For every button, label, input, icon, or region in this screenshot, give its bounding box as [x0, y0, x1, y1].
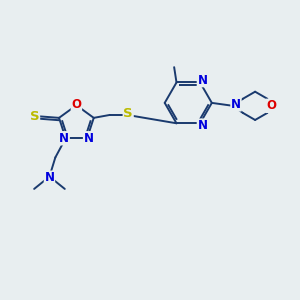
- Text: N: N: [197, 74, 207, 87]
- Text: N: N: [84, 132, 94, 145]
- Text: S: S: [123, 107, 133, 120]
- Text: O: O: [266, 99, 276, 112]
- Text: S: S: [30, 110, 39, 123]
- Text: N: N: [231, 98, 241, 111]
- Text: N: N: [59, 132, 69, 145]
- Text: O: O: [71, 98, 81, 111]
- Text: N: N: [44, 171, 55, 184]
- Text: N: N: [197, 119, 207, 132]
